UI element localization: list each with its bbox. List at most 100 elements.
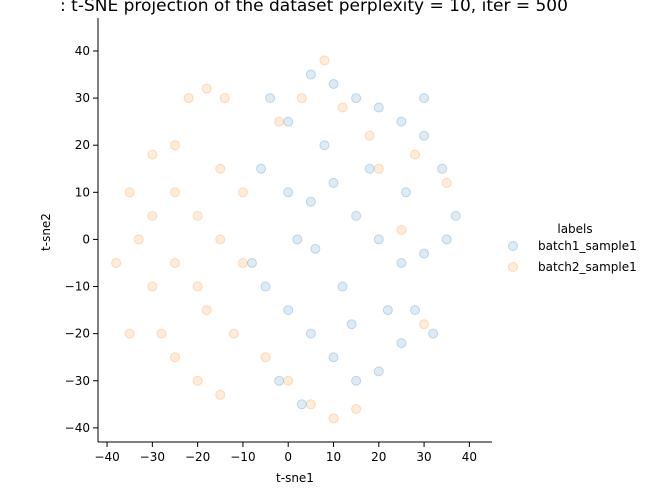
scatter-point	[346, 319, 357, 330]
series-batch2_sample1	[111, 55, 452, 424]
y-tick-label: −10	[65, 280, 90, 294]
scatter-point	[351, 375, 362, 386]
scatter-point	[169, 352, 180, 363]
scatter-point	[382, 305, 393, 316]
scatter-point	[305, 399, 316, 410]
scatter-point	[410, 149, 421, 160]
scatter-point	[419, 130, 430, 141]
scatter-point	[283, 116, 294, 127]
scatter-point	[450, 210, 461, 221]
x-tick-label: 10	[326, 450, 341, 464]
scatter-point	[215, 234, 226, 245]
legend: labels batch1_sample1 batch2_sample1	[508, 222, 637, 274]
plot-area	[111, 55, 461, 424]
scatter-point	[260, 352, 271, 363]
scatter-point	[305, 196, 316, 207]
scatter-point	[441, 177, 452, 188]
scatter-point	[156, 328, 167, 339]
scatter-point	[283, 375, 294, 386]
legend-title: labels	[557, 222, 592, 236]
legend-marker	[508, 241, 518, 251]
scatter-point	[215, 163, 226, 174]
scatter-point	[283, 187, 294, 198]
scatter-point	[260, 281, 271, 292]
scatter-point	[319, 140, 330, 151]
scatter-point	[246, 257, 257, 268]
scatter-point	[428, 328, 439, 339]
y-tick-label: 30	[75, 91, 90, 105]
scatter-point	[437, 163, 448, 174]
x-tick-label: 0	[284, 450, 292, 464]
y-tick-label: 20	[75, 138, 90, 152]
scatter-point	[328, 78, 339, 89]
scatter-point	[319, 55, 330, 66]
scatter-point	[169, 257, 180, 268]
scatter-point	[147, 149, 158, 160]
y-axis-label: t-sne2	[39, 213, 53, 251]
scatter-point	[419, 93, 430, 104]
scatter-point	[351, 210, 362, 221]
scatter-point	[283, 305, 294, 316]
scatter-point	[396, 257, 407, 268]
scatter-point	[364, 163, 375, 174]
scatter-point	[124, 328, 135, 339]
x-tick-label: 30	[416, 450, 431, 464]
series-batch1_sample1	[246, 69, 461, 410]
y-tick-label: 40	[75, 44, 90, 58]
scatter-point	[296, 399, 307, 410]
y-ticks: −40 −30 −20 −10 0 10 20 30 40	[65, 44, 98, 435]
scatter-point	[256, 163, 267, 174]
x-tick-label: 40	[462, 450, 477, 464]
scatter-point	[373, 163, 384, 174]
scatter-point	[147, 281, 158, 292]
scatter-point	[228, 328, 239, 339]
scatter-point	[192, 375, 203, 386]
scatter-point	[419, 319, 430, 330]
scatter-point	[396, 338, 407, 349]
scatter-point	[296, 93, 307, 104]
scatter-point	[124, 187, 135, 198]
scatter-point	[237, 257, 248, 268]
scatter-point	[237, 187, 248, 198]
legend-label: batch1_sample1	[538, 239, 637, 253]
scatter-point	[373, 234, 384, 245]
scatter-point	[111, 257, 122, 268]
scatter-point	[192, 281, 203, 292]
chart-title: : t-SNE projection of the dataset perple…	[60, 0, 568, 16]
y-tick-label: −30	[65, 374, 90, 388]
scatter-point	[133, 234, 144, 245]
y-tick-label: −40	[65, 421, 90, 435]
scatter-point	[328, 413, 339, 424]
scatter-point	[201, 83, 212, 94]
scatter-point	[328, 177, 339, 188]
scatter-point	[192, 210, 203, 221]
scatter-point	[305, 69, 316, 80]
y-tick-label: 10	[75, 185, 90, 199]
scatter-point	[396, 116, 407, 127]
scatter-point	[337, 102, 348, 113]
x-tick-label: −40	[94, 450, 119, 464]
y-tick-label: −20	[65, 327, 90, 341]
x-axis-label: t-sne1	[276, 471, 314, 485]
x-ticks: −40 −30 −20 −10 0 10 20 30 40	[94, 442, 477, 464]
scatter-point	[364, 130, 375, 141]
scatter-point	[441, 234, 452, 245]
scatter-point	[396, 225, 407, 235]
scatter-point	[274, 116, 285, 127]
scatter-point	[400, 187, 411, 198]
scatter-point	[351, 93, 362, 104]
scatter-point	[328, 352, 339, 363]
scatter-point	[292, 234, 303, 245]
scatter-point	[337, 281, 348, 292]
scatter-point	[310, 243, 321, 254]
scatter-point	[169, 187, 180, 198]
scatter-point	[147, 210, 158, 221]
scatter-point	[373, 366, 384, 377]
scatter-point	[274, 375, 285, 386]
x-tick-label: −20	[185, 450, 210, 464]
legend-label: batch2_sample1	[538, 260, 637, 274]
scatter-point	[169, 140, 180, 151]
legend-marker	[508, 262, 518, 272]
scatter-point	[215, 389, 226, 400]
